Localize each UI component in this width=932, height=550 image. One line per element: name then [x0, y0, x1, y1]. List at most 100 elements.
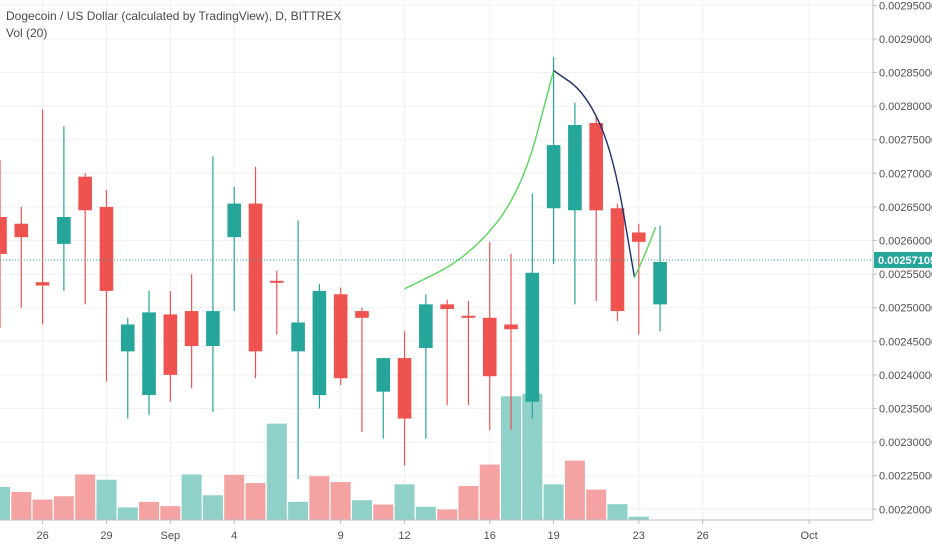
- price-axis-bg: [873, 0, 932, 550]
- volume-indicator-label[interactable]: Vol (20): [6, 26, 48, 40]
- volume-bar: [160, 506, 181, 520]
- time-tick-label: 9: [338, 530, 344, 542]
- price-tick-label: 0.00235000: [879, 403, 932, 415]
- volume-bar: [628, 516, 649, 520]
- candle: [419, 294, 433, 439]
- candle-body: [312, 290, 327, 396]
- candle-body: [0, 217, 7, 254]
- candle: [163, 290, 178, 402]
- price-tick-label: 0.00295000: [879, 0, 932, 12]
- volume-bar: [266, 423, 287, 520]
- candle-body: [142, 312, 156, 396]
- candle-body: [397, 358, 412, 419]
- candle-body: [568, 124, 582, 211]
- volume-bar: [607, 504, 628, 520]
- price-tick-label: 0.00250000: [879, 303, 932, 315]
- candle: [440, 299, 454, 406]
- price-tick-label: 0.00240000: [879, 370, 932, 382]
- volume-bar: [501, 396, 522, 520]
- candlesticks: [0, 57, 667, 480]
- time-tick-label: Sep: [161, 530, 181, 542]
- candle-body: [269, 280, 284, 283]
- time-tick-label: 29: [100, 530, 112, 542]
- candle-body: [248, 203, 263, 352]
- volume-bar: [522, 393, 543, 520]
- candle: [397, 331, 412, 466]
- price-tick-label: 0.00230000: [879, 437, 932, 449]
- volume-bar: [373, 504, 394, 520]
- candle-body: [184, 311, 199, 346]
- candle: [355, 307, 369, 432]
- candle-body: [355, 311, 369, 318]
- volume-bar: [139, 501, 160, 520]
- candle: [376, 358, 391, 439]
- volume-bar: [202, 495, 223, 520]
- price-tick-label: 0.00280000: [879, 101, 932, 113]
- candle-body: [610, 208, 625, 312]
- volume-bar: [351, 500, 372, 520]
- candle-body: [376, 358, 391, 392]
- volume-bar: [415, 506, 436, 520]
- axis-corner: [873, 520, 932, 550]
- candle-body: [653, 262, 667, 305]
- candle-body: [57, 217, 71, 244]
- last-price-label: 0.00257105: [878, 255, 932, 267]
- price-tick-label: 0.00270000: [879, 168, 932, 180]
- candle: [269, 270, 284, 335]
- time-tick-label: 26: [697, 530, 709, 542]
- price-tick-label: 0.00245000: [879, 336, 932, 348]
- volume-bar: [564, 460, 585, 520]
- candle-body: [99, 206, 114, 291]
- candle-body: [631, 232, 646, 242]
- candle: [504, 253, 518, 430]
- price-tick-label: 0.00285000: [879, 68, 932, 80]
- candle-body: [291, 322, 305, 352]
- time-tick-label: 19: [547, 530, 559, 542]
- time-axis[interactable]: 26 29 Sep 4 9 12 16 19 23 26 Oct: [0, 519, 932, 550]
- candle: [142, 290, 156, 416]
- volume-bar: [11, 491, 32, 520]
- price-tick-label: 0.00290000: [879, 34, 932, 46]
- chart-legend: Dogecoin / US Dollar (calculated by Trad…: [6, 8, 341, 42]
- time-tick-label: 26: [36, 530, 48, 542]
- price-tick-label: 0.00220000: [879, 504, 932, 516]
- candle: [35, 109, 50, 325]
- candle: [589, 116, 604, 301]
- price-tick-label: 0.00275000: [879, 135, 932, 147]
- price-tick-label: 0.00265000: [879, 202, 932, 214]
- symbol-title[interactable]: Dogecoin / US Dollar (calculated by Trad…: [6, 9, 342, 23]
- candle: [482, 241, 497, 430]
- candle: [206, 156, 220, 412]
- volume-bar: [458, 486, 479, 520]
- candle-body: [227, 203, 242, 238]
- volume-bar: [543, 484, 564, 520]
- candle: [333, 287, 348, 385]
- candle: [120, 317, 135, 419]
- time-tick-label: 16: [484, 530, 496, 542]
- candle-body: [546, 145, 561, 209]
- candle-body: [78, 176, 92, 211]
- volume-bar: [96, 479, 117, 520]
- volume-bar: [586, 489, 607, 520]
- price-axis[interactable]: 0.00220000 0.00225000 0.00230000 0.00235000…: [872, 0, 932, 550]
- time-tick-label: 12: [398, 530, 410, 542]
- navy-arc-fall: [553, 69, 636, 278]
- candle: [57, 126, 71, 291]
- volume-bar: [224, 474, 245, 520]
- candle-body: [589, 122, 604, 211]
- candle-body: [461, 315, 476, 318]
- green-arc-rise: [404, 70, 555, 290]
- price-tick-label: 0.00260000: [879, 236, 932, 248]
- candle-body: [419, 304, 433, 349]
- last-price-tag: [874, 251, 932, 268]
- time-tick-label: 23: [633, 530, 645, 542]
- candle-body: [206, 311, 220, 346]
- candle: [227, 186, 242, 312]
- volume-bar: [288, 501, 309, 520]
- price-tick-label: 0.00225000: [879, 471, 932, 483]
- price-tick-label: 0.00255000: [879, 269, 932, 281]
- candle-body: [525, 272, 540, 402]
- candle: [184, 274, 199, 389]
- candle: [0, 159, 7, 328]
